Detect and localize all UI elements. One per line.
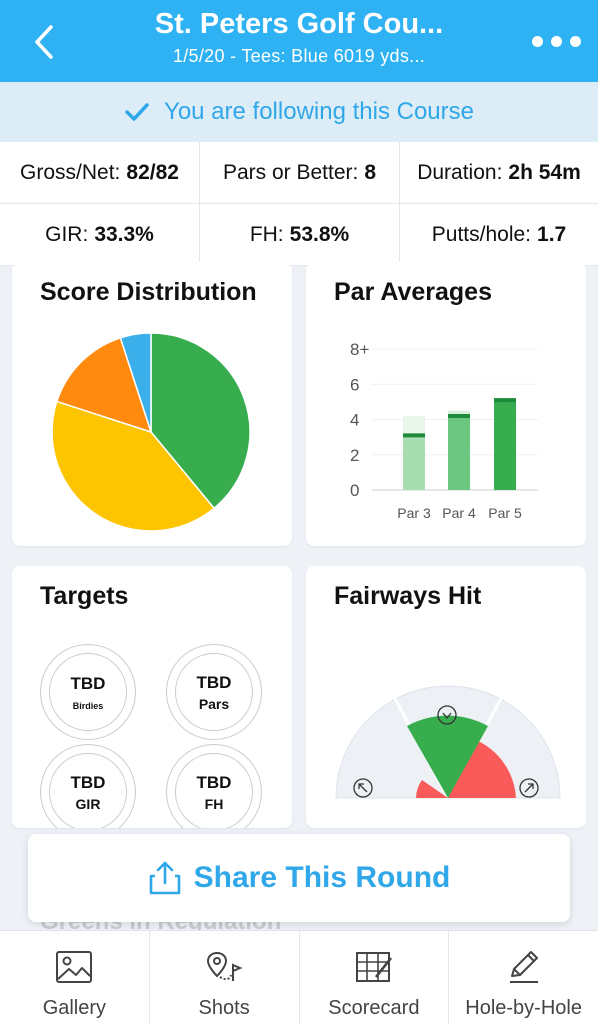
pie-slice xyxy=(119,332,152,433)
gauge-miss-right xyxy=(448,740,516,798)
bar-average-marker xyxy=(494,398,516,403)
chevron-left-icon xyxy=(35,25,53,59)
card-title: Score Distribution xyxy=(40,278,257,306)
target-value: TBD xyxy=(70,772,106,792)
target-ring: TBD Pars xyxy=(175,653,253,731)
more-dot-icon xyxy=(569,35,581,47)
gallery-icon xyxy=(56,951,93,983)
stat-value: 82/82 xyxy=(126,160,179,184)
bottom-nav: Gallery Shots Scorecard Hole-by-Hol xyxy=(0,930,598,1024)
follow-text: You are following this Course xyxy=(164,98,474,125)
par-averages-bar-chart: 0 2 4 6 8+ Par 3 Par 4 Par 5 xyxy=(350,340,538,521)
x-tick-label: Par 3 xyxy=(397,505,431,521)
target-pars[interactable]: TBD Pars xyxy=(166,644,262,740)
bar-average-marker xyxy=(403,433,425,438)
target-gir[interactable]: TBD GIR xyxy=(40,744,136,828)
targets-card[interactable]: Targets TBD Birdies TBD Pars TBD GIR TBD… xyxy=(12,566,292,828)
target-label: Pars xyxy=(198,695,230,712)
stat-pars-or-better: Pars or Better: 8 xyxy=(200,142,400,203)
stat-value: 1.7 xyxy=(537,222,567,246)
stats-row: GIR: 33.3% FH: 53.8% Putts/hole: 1.7 xyxy=(0,204,598,266)
card-title: Par Averages xyxy=(334,278,492,306)
card-title: Fairways Hit xyxy=(334,582,482,610)
scorecard-icon xyxy=(355,952,392,982)
share-round-button[interactable]: Share This Round xyxy=(28,834,570,922)
follow-course-banner[interactable]: You are following this Course xyxy=(0,82,598,142)
target-label: GIR xyxy=(75,795,101,812)
stat-duration: Duration: 2h 54m xyxy=(400,142,598,203)
more-options-button[interactable] xyxy=(524,26,588,56)
nav-scorecard[interactable]: Scorecard xyxy=(300,931,450,1024)
bar-average-marker xyxy=(448,413,470,418)
nav-label: Hole-by-Hole xyxy=(465,997,582,1019)
stat-value: 33.3% xyxy=(94,222,154,246)
target-ring: TBD FH xyxy=(175,753,253,828)
target-value: TBD xyxy=(196,772,232,792)
arrow-up-left-icon xyxy=(353,778,373,798)
target-label: Birdies xyxy=(72,700,104,711)
stat-label: FH: xyxy=(249,222,284,246)
fairways-hit-card[interactable]: Fairways Hit xyxy=(306,566,586,828)
nav-label: Scorecard xyxy=(328,997,420,1019)
y-tick-label: 6 xyxy=(350,375,359,394)
round-subtitle: 1/5/20 - Tees: Blue 6019 yds... xyxy=(172,46,426,66)
stat-label: Pars or Better: xyxy=(222,160,359,184)
shots-icon xyxy=(207,951,243,981)
stat-label: Gross/Net: xyxy=(20,160,121,184)
y-tick-label: 4 xyxy=(350,411,359,430)
checkmark-icon xyxy=(437,705,457,725)
stat-putts-per-hole: Putts/hole: 1.7 xyxy=(400,204,598,265)
target-ring: TBD GIR xyxy=(49,753,127,828)
stat-gir: GIR: 33.3% xyxy=(0,204,200,265)
y-tick-label: 2 xyxy=(350,446,359,465)
target-value: TBD xyxy=(70,673,106,693)
target-value: TBD xyxy=(196,672,232,692)
more-dot-icon xyxy=(550,35,562,47)
arrow-up-right-icon xyxy=(519,778,539,798)
stat-fh: FH: 53.8% xyxy=(200,204,400,265)
bar xyxy=(403,435,425,490)
more-dot-icon xyxy=(531,35,543,47)
stat-label: Duration: xyxy=(417,160,503,184)
stats-row: Gross/Net: 82/82 Pars or Better: 8 Duratio… xyxy=(0,142,598,204)
share-icon xyxy=(149,861,180,895)
stat-label: Putts/hole: xyxy=(431,222,532,246)
gauge-hit xyxy=(407,715,488,798)
stat-value: 53.8% xyxy=(289,222,350,246)
header: St. Peters Golf Cou... 1/5/20 - Tees: Bl… xyxy=(0,0,598,82)
nav-label: Gallery xyxy=(42,997,107,1019)
back-button[interactable] xyxy=(26,20,62,64)
bar xyxy=(494,400,516,490)
nav-label: Shots xyxy=(198,997,250,1019)
stat-gross-net: Gross/Net: 82/82 xyxy=(0,142,200,203)
nav-gallery[interactable]: Gallery xyxy=(0,931,150,1024)
card-title: Targets xyxy=(40,582,129,610)
y-tick-label: 0 xyxy=(350,481,359,500)
stat-value: 2h 54m xyxy=(508,160,581,184)
target-ring: TBD Birdies xyxy=(49,653,127,731)
score-distribution-card[interactable]: Score Distribution xyxy=(12,262,292,546)
round-stats: Gross/Net: 82/82 Pars or Better: 8 Duratio… xyxy=(0,142,598,266)
pie-slice xyxy=(51,400,216,532)
checkmark-icon xyxy=(125,103,149,121)
x-tick-label: Par 5 xyxy=(488,505,522,521)
bar xyxy=(448,415,470,490)
stat-value: 8 xyxy=(364,160,377,184)
y-tick-label: 8+ xyxy=(350,340,369,359)
target-birdies[interactable]: TBD Birdies xyxy=(40,644,136,740)
pencil-icon xyxy=(509,951,538,983)
pie-slice xyxy=(150,332,251,510)
score-distribution-pie-chart xyxy=(51,332,251,532)
gauge-miss-left xyxy=(416,780,448,798)
x-tick-label: Par 4 xyxy=(442,505,476,521)
stat-label: GIR: xyxy=(45,222,89,246)
target-fh[interactable]: TBD FH xyxy=(166,744,262,828)
fairways-hit-gauge xyxy=(335,685,561,799)
nav-hole-by-hole[interactable]: Hole-by-Hole xyxy=(449,931,598,1024)
share-label: Share This Round xyxy=(193,861,451,894)
nav-shots[interactable]: Shots xyxy=(150,931,300,1024)
par-averages-card[interactable]: Par Averages 0 2 4 6 8+ Par 3 Par 4 Par 5 xyxy=(306,262,586,546)
page-title: St. Peters Golf Cou... xyxy=(154,8,444,40)
target-label: FH xyxy=(204,795,224,812)
